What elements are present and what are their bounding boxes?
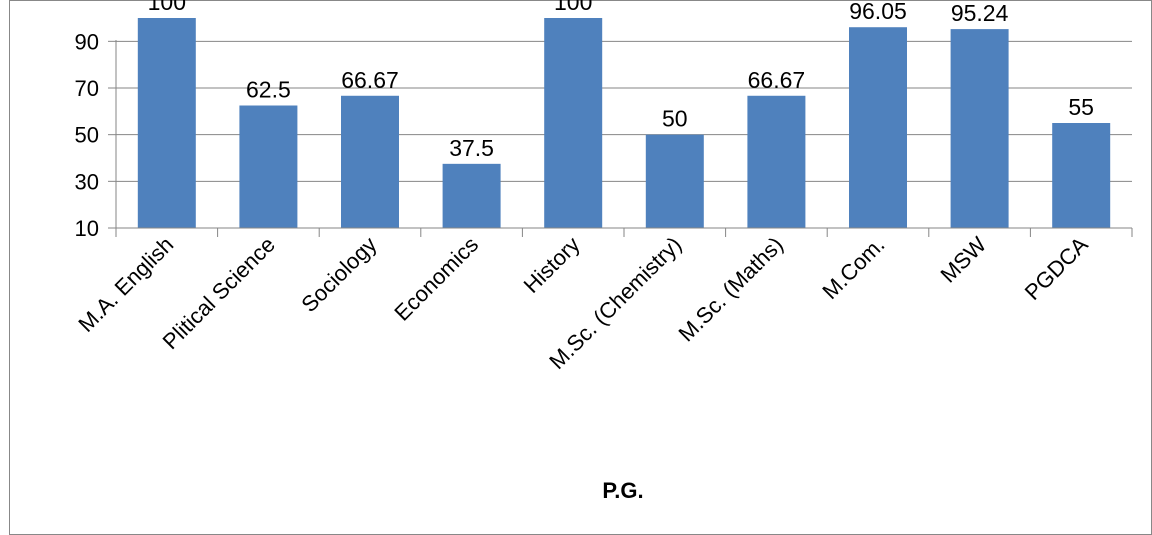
y-tick-label: 50 [75,123,99,148]
bar [645,134,704,228]
x-axis-title: P.G. [602,478,643,503]
data-label: 50 [662,106,688,132]
y-tick-label: 10 [75,216,99,241]
y-tick-label: 70 [75,76,99,101]
bar [849,27,907,228]
bars [137,18,1111,229]
data-label: 62.5 [246,77,291,103]
bar [544,18,603,228]
data-label: 96.05 [849,0,907,24]
bar [1052,123,1111,228]
data-label: 95.24 [951,0,1009,26]
bar [239,105,298,228]
data-label: 66.67 [341,67,399,93]
bar [341,95,399,229]
bar [950,29,1009,229]
data-label: 100 [554,0,592,15]
data-label: 37.5 [449,135,494,161]
bar [747,95,806,229]
bar [442,163,501,228]
bar [137,18,196,228]
data-label: 66.67 [748,67,806,93]
y-tick-label: 30 [75,169,99,194]
data-label: 100 [148,0,186,15]
y-tick-label: 90 [75,29,99,54]
data-label: 55 [1068,94,1094,120]
axes [108,40,1133,237]
